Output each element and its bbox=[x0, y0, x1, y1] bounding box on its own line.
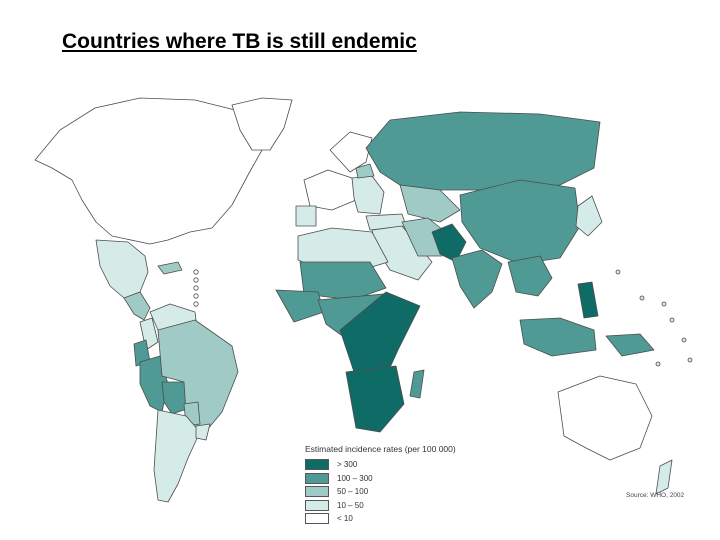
region-western-europe bbox=[303, 169, 357, 211]
region-sahel bbox=[299, 261, 387, 301]
region-china-mongolia bbox=[459, 179, 581, 265]
region-new-zealand bbox=[655, 459, 673, 495]
region-papua-new-guinea bbox=[605, 333, 655, 357]
region-southern-africa bbox=[345, 365, 405, 433]
region-caribbean bbox=[157, 261, 183, 275]
legend-label: 10 – 50 bbox=[337, 500, 364, 510]
region-mexico bbox=[95, 239, 149, 299]
region-australia bbox=[557, 375, 653, 461]
world-map-svg bbox=[34, 97, 693, 503]
legend-title: Estimated incidence rates (per 100 000) bbox=[305, 444, 456, 454]
legend-swatch bbox=[305, 513, 329, 525]
region-japan-korea bbox=[575, 195, 603, 237]
legend-row: 50 – 100 bbox=[305, 485, 505, 499]
legend-label: < 10 bbox=[337, 514, 353, 524]
region-philippines bbox=[577, 281, 599, 319]
world-map bbox=[0, 88, 720, 540]
legend-swatch bbox=[305, 459, 329, 471]
region-southeast-asia bbox=[507, 255, 553, 297]
map-legend: Estimated incidence rates (per 100 000) … bbox=[305, 444, 505, 526]
legend-row: 100 – 300 bbox=[305, 472, 505, 486]
legend-label: > 300 bbox=[337, 460, 358, 470]
region-greenland bbox=[231, 97, 293, 151]
region-india bbox=[451, 249, 503, 309]
slide-title: Countries where TB is still endemic bbox=[62, 30, 417, 53]
region-north-america bbox=[34, 97, 263, 245]
legend-swatch bbox=[305, 486, 329, 498]
region-madagascar bbox=[409, 369, 425, 399]
legend-row: < 10 bbox=[305, 512, 505, 526]
region-west-africa bbox=[275, 289, 325, 323]
region-russia bbox=[365, 111, 601, 191]
region-afghanistan-pakistan bbox=[431, 223, 467, 263]
region-bolivia bbox=[161, 381, 191, 415]
legend-swatch bbox=[305, 472, 329, 484]
region-baltics bbox=[355, 163, 375, 179]
legend-row: 10 – 50 bbox=[305, 499, 505, 513]
legend-label: 50 – 100 bbox=[337, 487, 369, 497]
region-iberia bbox=[295, 205, 317, 227]
region-central-asia bbox=[399, 184, 461, 223]
source-note: Source: WHO, 2002 bbox=[626, 492, 685, 499]
region-uruguay bbox=[195, 423, 211, 441]
region-central-america bbox=[123, 291, 151, 321]
region-indonesia bbox=[519, 317, 597, 357]
region-eastern-europe bbox=[351, 175, 385, 215]
legend-swatch bbox=[305, 499, 329, 511]
legend-row: > 300 bbox=[305, 458, 505, 472]
region-argentina-chile bbox=[153, 409, 201, 503]
legend-label: 100 – 300 bbox=[337, 473, 373, 483]
